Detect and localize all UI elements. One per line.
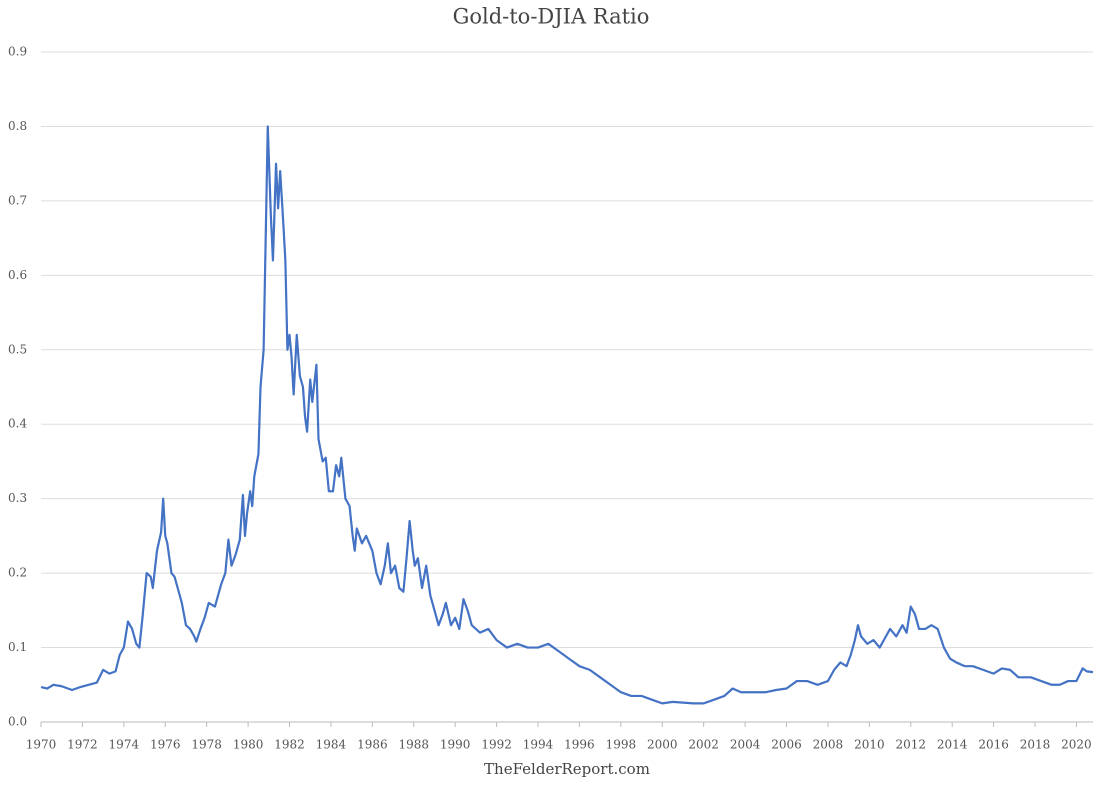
- x-tick-label: 2004: [730, 738, 761, 752]
- y-tick-label: 0.2: [8, 566, 27, 580]
- y-tick-label: 0.5: [8, 342, 27, 356]
- x-tick-label: 1996: [564, 738, 595, 752]
- x-tick-label: 2010: [854, 738, 885, 752]
- x-tick-label: 1982: [274, 738, 305, 752]
- x-tick-label: 2012: [895, 738, 926, 752]
- x-tick-label: 1974: [109, 738, 140, 752]
- x-tick-label: 1976: [150, 738, 181, 752]
- x-tick-label: 2016: [978, 738, 1009, 752]
- y-tick-label: 0.8: [8, 119, 27, 133]
- x-tick-label: 1970: [26, 738, 57, 752]
- x-tick-label: 2008: [813, 738, 844, 752]
- x-tick-label: 2014: [937, 738, 968, 752]
- source-note: TheFelderReport.com: [484, 760, 650, 778]
- x-tick-label: 2006: [771, 738, 802, 752]
- y-tick-label: 0.0: [8, 715, 27, 729]
- x-tick-label: 2020: [1061, 738, 1092, 752]
- x-tick-label: 2000: [647, 738, 678, 752]
- x-tick-label: 1992: [481, 738, 512, 752]
- x-tick-label: 1988: [398, 738, 429, 752]
- x-tick-label: 1984: [316, 738, 347, 752]
- x-tick-label: 1998: [606, 738, 637, 752]
- x-tick-label: 1986: [357, 738, 388, 752]
- y-tick-label: 0.3: [8, 491, 27, 505]
- chart-title: Gold-to-DJIA Ratio: [453, 5, 650, 29]
- x-tick-label: 1978: [191, 738, 222, 752]
- y-tick-label: 0.6: [8, 268, 27, 282]
- x-tick-label: 1990: [440, 738, 471, 752]
- data-line: [40, 125, 1094, 705]
- x-tick-label: 1972: [67, 738, 98, 752]
- x-tick-label: 2002: [688, 738, 719, 752]
- y-tick-label: 0.7: [8, 193, 27, 207]
- x-tick-label: 1994: [523, 738, 554, 752]
- y-tick-label: 0.1: [8, 640, 27, 654]
- x-tick-label: 1980: [233, 738, 264, 752]
- y-tick-label: 0.9: [8, 45, 27, 59]
- x-tick-label: 2018: [1020, 738, 1051, 752]
- y-tick-label: 0.4: [8, 417, 27, 431]
